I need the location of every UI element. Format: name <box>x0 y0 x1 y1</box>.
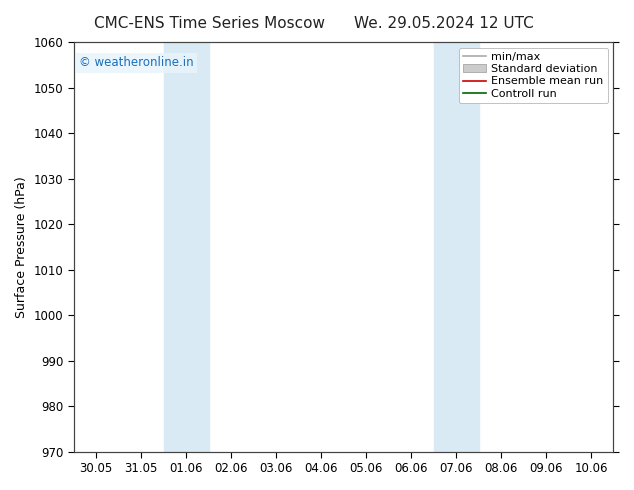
Text: CMC-ENS Time Series Moscow: CMC-ENS Time Series Moscow <box>94 16 325 31</box>
Y-axis label: Surface Pressure (hPa): Surface Pressure (hPa) <box>15 176 28 318</box>
Bar <box>164 42 209 452</box>
Bar <box>434 42 479 452</box>
Text: © weatheronline.in: © weatheronline.in <box>79 56 194 70</box>
Text: We. 29.05.2024 12 UTC: We. 29.05.2024 12 UTC <box>354 16 534 31</box>
Legend: min/max, Standard deviation, Ensemble mean run, Controll run: min/max, Standard deviation, Ensemble me… <box>459 48 608 103</box>
